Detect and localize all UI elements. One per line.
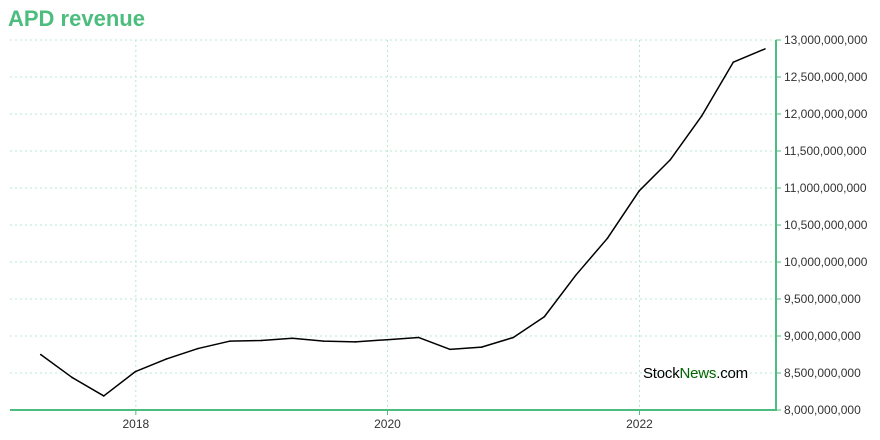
data-point: [574, 274, 577, 277]
data-point: [764, 48, 766, 50]
y-tick-label: 9,000,000,000: [784, 329, 861, 343]
y-tick-label: 8,500,000,000: [784, 366, 861, 380]
data-point: [260, 339, 263, 342]
series-layer: [39, 48, 766, 397]
data-point: [71, 376, 73, 379]
data-point: [291, 337, 294, 340]
data-point: [480, 346, 483, 348]
data-point: [417, 336, 420, 339]
data-point: [638, 190, 640, 192]
y-tick-label: 10,000,000,000: [784, 255, 868, 269]
data-point: [165, 358, 168, 360]
watermark-stock: Stock: [643, 365, 680, 382]
axes: [10, 39, 781, 415]
watermark-news: News: [679, 365, 717, 382]
data-point: [39, 353, 42, 356]
data-point: [732, 61, 735, 63]
data-point: [700, 115, 703, 118]
y-tick-label: 9,500,000,000: [784, 292, 861, 306]
data-point: [102, 395, 105, 397]
x-tick-label: 2018: [122, 417, 149, 431]
x-tick-label: 2020: [374, 417, 401, 431]
chart-title: APD revenue: [8, 6, 145, 31]
data-point: [606, 237, 609, 240]
y-tick-label: 13,000,000,000: [784, 33, 868, 47]
y-tick-label: 8,000,000,000: [784, 403, 861, 417]
data-point: [354, 341, 357, 343]
data-point: [134, 370, 137, 373]
data-point: [197, 347, 199, 350]
grid-lines: [10, 39, 776, 410]
data-point: [543, 315, 546, 318]
y-tick-label: 11,000,000,000: [784, 181, 867, 195]
y-tick-labels: 8,000,000,000 8,500,000,000 9,000,000,000 9…: [784, 33, 868, 417]
data-point: [512, 336, 515, 339]
watermark-dotcom: .com: [716, 365, 748, 382]
data-point: [669, 159, 671, 161]
x-tick-labels: 2018 2020 2022: [122, 417, 653, 431]
data-point: [386, 338, 388, 341]
revenue-line: [40, 48, 766, 397]
data-point: [449, 348, 451, 351]
data-point: [228, 340, 231, 342]
data-point: [322, 340, 325, 342]
y-tick-label: 11,500,000,000: [784, 144, 867, 158]
y-tick-label: 12,000,000,000: [784, 107, 868, 121]
stocknews-watermark: StockNews.com: [643, 365, 748, 382]
x-tick-label: 2022: [626, 417, 653, 431]
y-tick-label: 12,500,000,000: [784, 70, 868, 84]
y-tick-label: 10,500,000,000: [784, 218, 868, 232]
